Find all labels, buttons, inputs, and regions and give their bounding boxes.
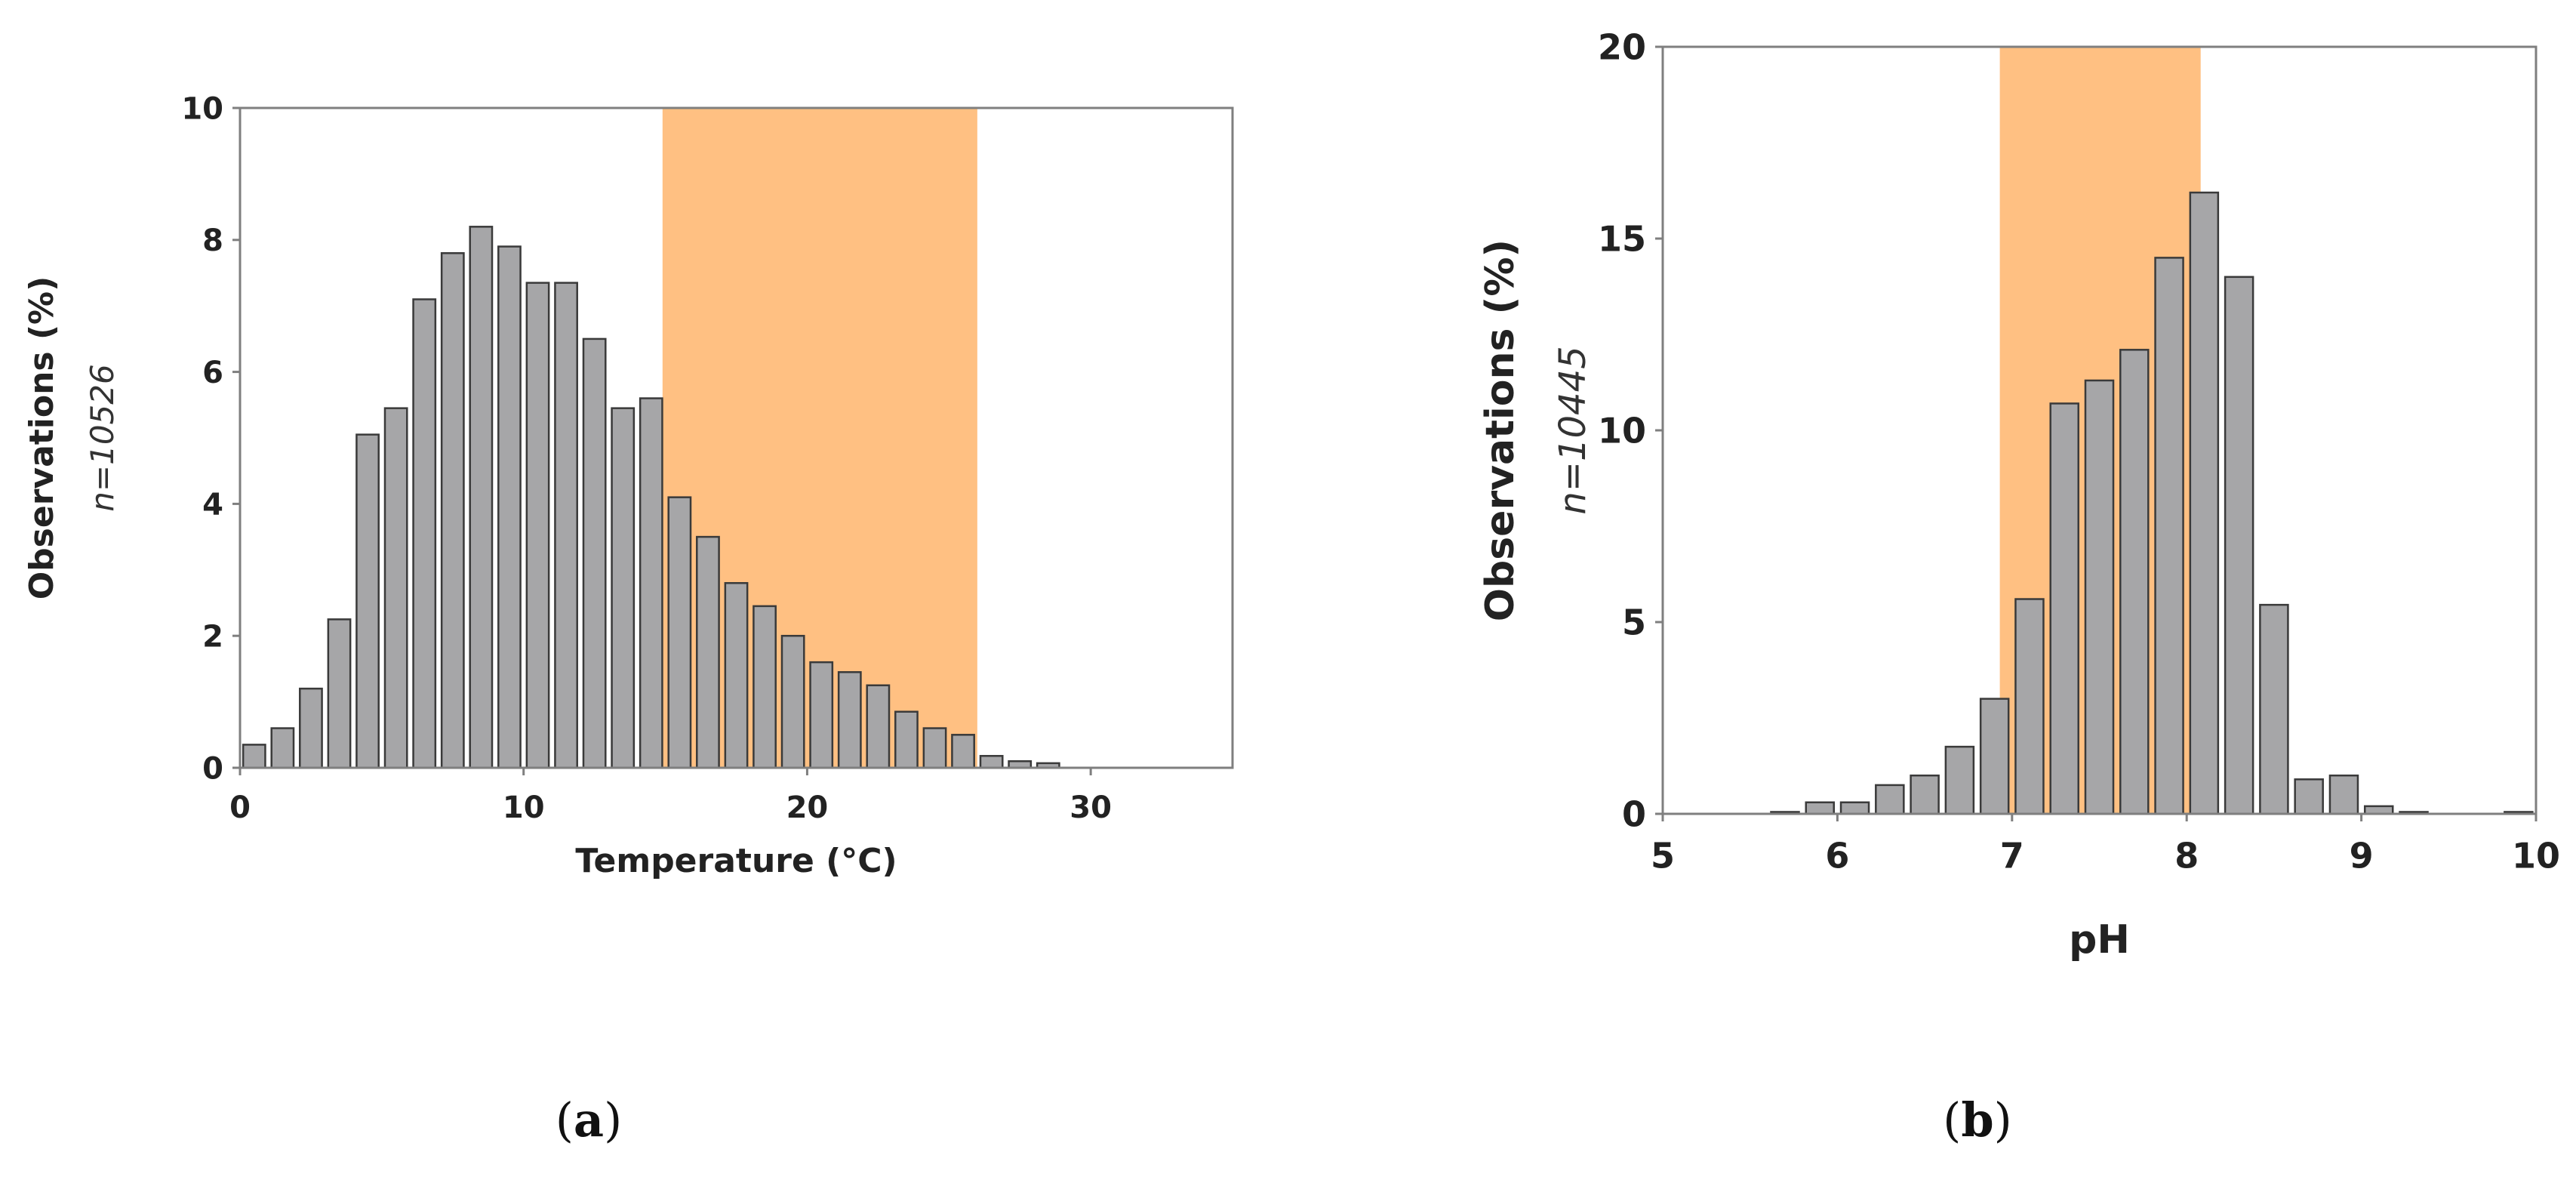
panel-label-b-letter: b — [1961, 1092, 1993, 1148]
ph-bar — [2189, 191, 2220, 815]
ph-x-tick-label: 10 — [2512, 835, 2560, 876]
ph-bar — [2259, 603, 2289, 815]
ph-bar — [2084, 379, 2115, 815]
ph-x-ticks: 5 6 7 8 9 10 — [1651, 814, 2560, 876]
temperature-bar — [582, 337, 607, 769]
temperature-bar — [469, 226, 494, 769]
panel-label-a-letter: a — [574, 1092, 604, 1148]
ph-bar — [1805, 801, 1836, 815]
ph-y-tick-label: 0 — [1622, 794, 1646, 835]
ph-bar — [2154, 257, 2184, 815]
temperature-bar — [894, 710, 919, 769]
temperature-y-ticks: 0 2 4 6 8 10 — [181, 91, 240, 786]
temperature-bar — [611, 407, 636, 769]
ph-y-tick-label: 10 — [1598, 411, 1646, 451]
ph-y-tick-label: 5 — [1622, 602, 1646, 643]
ph-x-axis-title: pH — [2069, 917, 2130, 963]
panel-label-a-close: ) — [604, 1092, 622, 1148]
temperature-bar — [497, 245, 522, 769]
temperature-x-ticks: 0 10 20 30 — [229, 768, 1112, 825]
temperature-y-tick-label: 6 — [202, 356, 223, 390]
temperature-x-axis-title: Temperature (°C) — [575, 842, 897, 880]
ph-bar — [1839, 801, 1870, 815]
temperature-bar — [951, 734, 975, 769]
ph-bar — [2328, 774, 2359, 815]
temperature-bar — [270, 727, 295, 769]
ph-x-tick-label: 7 — [2000, 835, 2024, 876]
temperature-bar — [837, 671, 862, 769]
temperature-bar — [327, 618, 352, 769]
temperature-y-tick-label: 4 — [202, 488, 223, 522]
ph-bar — [2294, 778, 2324, 815]
temperature-bars — [242, 226, 1060, 769]
temperature-y-tick-label: 2 — [202, 620, 223, 655]
temperature-plot-frame — [239, 106, 1234, 769]
temperature-bar — [922, 727, 947, 769]
temperature-bar — [355, 433, 380, 769]
temperature-bar — [780, 634, 805, 769]
temperature-sample-size: n=10526 — [84, 364, 121, 511]
panel-label-a: (a) — [556, 1092, 623, 1148]
temperature-bar — [440, 252, 465, 769]
ph-x-tick-label: 8 — [2174, 835, 2199, 876]
temperature-bar — [639, 397, 663, 769]
temperature-bar — [809, 661, 834, 769]
temperature-x-tick-label: 30 — [1069, 790, 1112, 825]
temperature-bar — [554, 282, 578, 769]
temperature-x-tick-label: 20 — [786, 790, 829, 825]
temperature-x-tick-label: 10 — [503, 790, 545, 825]
ph-bar — [2014, 598, 2045, 815]
ph-x-tick-label: 5 — [1651, 835, 1675, 876]
ph-y-tick-label: 20 — [1598, 27, 1646, 68]
ph-bar — [2224, 276, 2254, 815]
temperature-y-axis-title: Observations (%) — [23, 276, 61, 599]
temperature-y-tick-label: 0 — [202, 751, 223, 786]
panel-label-b-open: ( — [1943, 1092, 1961, 1148]
ph-bar — [1979, 698, 2010, 815]
ph-bar — [1875, 784, 1905, 815]
ph-bar — [2363, 805, 2394, 815]
temperature-bar — [724, 582, 749, 769]
temperature-bar — [752, 605, 777, 769]
ph-y-ticks: 0 5 10 15 20 — [1598, 27, 1663, 835]
ph-bar — [2119, 349, 2150, 815]
panel-label-b-close: ) — [1994, 1092, 2012, 1148]
temperature-bar — [979, 755, 1004, 769]
ph-x-tick-label: 9 — [2350, 835, 2374, 876]
temperature-bar — [525, 282, 550, 769]
temperature-bar — [383, 407, 408, 769]
ph-sample-size: n=10445 — [1552, 346, 1594, 514]
ph-y-axis-title: Observations (%) — [1478, 239, 1523, 621]
temperature-bar — [866, 684, 891, 769]
temperature-bar — [242, 744, 266, 769]
temperature-histogram-panel: 0 2 4 6 8 10 0 10 20 30 Temperature (°C) Observa… — [23, 91, 1234, 1148]
ph-bar — [1910, 774, 1940, 815]
temperature-bar — [667, 496, 692, 769]
temperature-bar — [299, 687, 323, 769]
temperature-bar — [412, 298, 437, 769]
temperature-y-tick-label: 10 — [181, 91, 223, 126]
ph-x-tick-label: 6 — [1825, 835, 1849, 876]
ph-bar — [2049, 402, 2079, 815]
temperature-bar — [696, 535, 720, 769]
ph-bar — [1944, 745, 1975, 815]
temperature-y-tick-label: 8 — [202, 223, 223, 258]
temperature-x-tick-label: 0 — [229, 790, 251, 825]
panel-label-b: (b) — [1943, 1092, 2012, 1148]
panel-label-a-open: ( — [556, 1092, 574, 1148]
ph-y-tick-label: 15 — [1598, 219, 1646, 260]
